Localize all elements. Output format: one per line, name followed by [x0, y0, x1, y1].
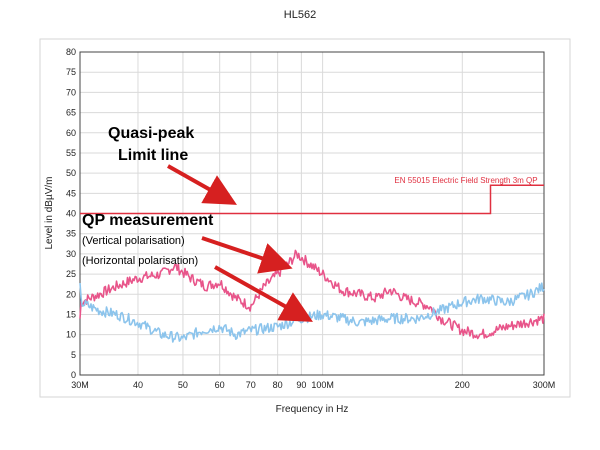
- limit-line: [80, 184, 544, 215]
- series-line-1: [79, 249, 545, 340]
- y-tick-label: 40: [66, 209, 76, 219]
- annotation-limit-line: Limit line: [118, 147, 188, 164]
- y-tick-label: 10: [66, 330, 76, 340]
- y-tick-label: 75: [66, 67, 76, 77]
- y-tick-label: 20: [66, 289, 76, 299]
- y-axis-ticks: 0 5 10 15 20 25 30 35 40 45 50 55 60 65 70 75 80: [66, 47, 76, 380]
- arrow-vertical-polarisation: [201, 236, 293, 274]
- y-tick-label: 5: [71, 350, 76, 360]
- y-tick-label: 60: [66, 128, 76, 138]
- y-tick-label: 30: [66, 249, 76, 259]
- annotation-quasi-peak: Quasi-peak: [108, 125, 194, 142]
- y-axis-label: Level in dBµV/m: [44, 176, 55, 249]
- chart-title: HL562: [284, 9, 316, 21]
- y-tick-label: 15: [66, 309, 76, 319]
- y-tick-label: 70: [66, 87, 76, 97]
- x-tick-label: 30M: [71, 380, 89, 390]
- x-tick-label: 60: [215, 380, 225, 390]
- series-line-2: [79, 282, 545, 343]
- chart-outer-frame: [39, 38, 571, 398]
- annotation-horizontal-polarisation: (Horizontal polarisation): [82, 255, 198, 267]
- limit-line-label: EN 55015 Electric Field Strength 3m QP: [394, 176, 537, 185]
- annotation-vertical-polarisation: (Vertical polarisation): [82, 235, 185, 247]
- x-tick-label: 40: [133, 380, 143, 390]
- x-axis-ticks: 30M 40 50 60 70 80 90 100M 200 300M: [71, 380, 555, 390]
- x-axis-label: Frequency in Hz: [276, 404, 349, 415]
- y-tick-label: 35: [66, 229, 76, 239]
- x-tick-label: 300M: [533, 380, 556, 390]
- y-tick-label: 45: [66, 188, 76, 198]
- y-tick-label: 65: [66, 108, 76, 118]
- x-tick-label: 90: [296, 380, 306, 390]
- arrow-limit-line: [167, 164, 237, 205]
- y-tick-label: 0: [71, 370, 76, 380]
- annotation-qp-measurement: QP measurement: [82, 212, 214, 229]
- y-tick-label: 50: [66, 168, 76, 178]
- y-tick-label: 55: [66, 148, 76, 158]
- x-tick-label: 200: [455, 380, 470, 390]
- y-tick-label: 25: [66, 269, 76, 279]
- x-tick-label: 70: [246, 380, 256, 390]
- x-tick-label: 80: [273, 380, 283, 390]
- arrow-horizontal-polarisation: [214, 265, 313, 322]
- x-tick-label: 100M: [311, 380, 334, 390]
- x-tick-label: 50: [178, 380, 188, 390]
- y-tick-label: 80: [66, 47, 76, 57]
